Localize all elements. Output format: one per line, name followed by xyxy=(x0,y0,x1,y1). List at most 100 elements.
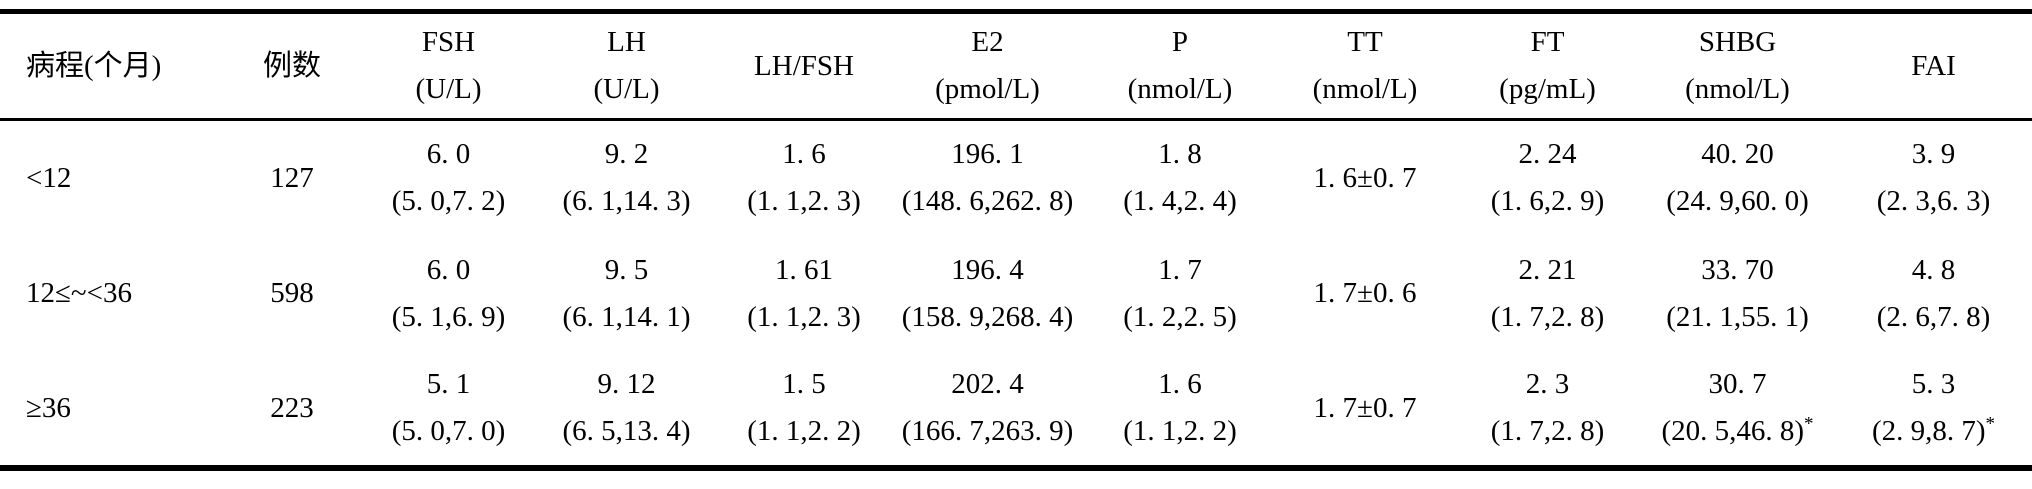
iqr-range-text: (20. 5,46. 8) xyxy=(1661,415,1805,447)
header-row: 病程(个月) 例数 FSH (U/L) LH (U/L) LH/FSH E2 (… xyxy=(0,12,2032,120)
iqr-range: (1. 7,2. 8) xyxy=(1490,415,1605,447)
mean-sd-value: 1. 7±0. 7 xyxy=(1313,391,1417,424)
iqr-range: (2. 6,7. 8) xyxy=(1876,300,1991,333)
cell-cases: 223 xyxy=(222,352,362,468)
hormone-levels-table: 病程(个月) 例数 FSH (U/L) LH (U/L) LH/FSH E2 (… xyxy=(0,9,2032,471)
duration-value: ≥36 xyxy=(26,391,71,424)
iqr-range: (2. 9,8. 7)* xyxy=(1835,408,2032,455)
col-header-p: P (nmol/L) xyxy=(1085,12,1275,120)
iqr-range: (1. 7,2. 8) xyxy=(1490,300,1605,333)
iqr-range: (158. 9,268. 4) xyxy=(901,300,1074,333)
cell-fai: 3. 9 (2. 3,6. 3) xyxy=(1835,120,2032,236)
median-value: 2. 24 xyxy=(1518,138,1577,171)
iqr-range: (5. 1,6. 9) xyxy=(391,300,506,333)
median-value: 30. 7 xyxy=(1708,368,1767,400)
table-body: <12 127 6. 0 (5. 0,7. 2) 9. 2 (6. 1,14. … xyxy=(0,120,2032,468)
col-header-fai: FAI xyxy=(1835,12,2032,120)
col-unit: (nmol/L) xyxy=(1127,73,1233,105)
col-label: SHBG xyxy=(1698,26,1777,58)
iqr-range: (1. 1,2. 3) xyxy=(747,185,861,218)
median-value: 9. 5 xyxy=(604,253,649,286)
col-label: E2 xyxy=(971,26,1004,58)
mean-sd-value: 1. 6±0. 7 xyxy=(1313,161,1417,194)
cell-fsh: 6. 0 (5. 0,7. 2) xyxy=(362,120,535,236)
cell-e2: 196. 1 (148. 6,262. 8) xyxy=(890,120,1085,236)
cell-tt: 1. 6±0. 7 xyxy=(1275,120,1455,236)
col-header-ft: FT (pg/mL) xyxy=(1455,12,1640,120)
iqr-range: (24. 9,60. 0) xyxy=(1666,185,1809,218)
cell-p: 1. 7 (1. 2,2. 5) xyxy=(1085,236,1275,352)
col-header-fsh: FSH (U/L) xyxy=(362,12,535,120)
cell-cases: 598 xyxy=(222,236,362,352)
iqr-range: (1. 1,2. 2) xyxy=(1123,415,1237,447)
cell-p: 1. 6 (1. 1,2. 2) xyxy=(1085,352,1275,468)
cell-p: 1. 8 (1. 4,2. 4) xyxy=(1085,120,1275,236)
col-header-cases: 例数 xyxy=(222,12,362,120)
cases-value: 127 xyxy=(270,161,314,194)
median-value: 5. 3 xyxy=(1911,368,1956,400)
median-value: 1. 61 xyxy=(775,253,833,286)
median-value: 33. 70 xyxy=(1701,253,1774,286)
col-label: TT xyxy=(1347,26,1383,58)
col-label: P xyxy=(1171,26,1189,58)
col-unit: (U/L) xyxy=(415,73,482,105)
iqr-range: (6. 1,14. 3) xyxy=(562,185,691,218)
col-header-lh-fsh-ratio: LH/FSH xyxy=(718,12,890,120)
table-row: 12≤~<36 598 6. 0 (5. 1,6. 9) 9. 5 (6. 1,… xyxy=(0,236,2032,352)
col-header-tt: TT (nmol/L) xyxy=(1275,12,1455,120)
table-row: <12 127 6. 0 (5. 0,7. 2) 9. 2 (6. 1,14. … xyxy=(0,120,2032,236)
iqr-range: (1. 6,2. 9) xyxy=(1490,185,1605,218)
cell-duration: 12≤~<36 xyxy=(0,236,222,352)
iqr-range: (6. 5,13. 4) xyxy=(562,415,691,447)
cell-fai: 4. 8 (2. 6,7. 8) xyxy=(1835,236,2032,352)
cell-ft: 2. 21 (1. 7,2. 8) xyxy=(1455,236,1640,352)
col-label: 病程(个月) xyxy=(26,49,162,82)
median-value: 5. 1 xyxy=(426,368,471,400)
significance-asterisk: * xyxy=(1985,413,1996,435)
iqr-range: (2. 3,6. 3) xyxy=(1876,185,1991,218)
cell-e2: 202. 4 (166. 7,263. 9) xyxy=(890,352,1085,468)
col-unit: (pmol/L) xyxy=(935,73,1040,105)
median-value: 4. 8 xyxy=(1911,253,1956,286)
col-header-duration: 病程(个月) xyxy=(0,12,222,120)
median-value: 1. 6 xyxy=(782,138,826,171)
col-header-shbg: SHBG (nmol/L) xyxy=(1640,12,1835,120)
table-row: ≥36 223 5. 1 (5. 0,7. 0) 9. 12 (6. 5,13.… xyxy=(0,352,2032,468)
cell-lh: 9. 12 (6. 5,13. 4) xyxy=(535,352,718,468)
iqr-range: (148. 6,262. 8) xyxy=(901,185,1074,218)
iqr-range: (5. 0,7. 2) xyxy=(391,185,506,218)
cell-lh-fsh-ratio: 1. 5 (1. 1,2. 2) xyxy=(718,352,890,468)
cell-lh-fsh-ratio: 1. 6 (1. 1,2. 3) xyxy=(718,120,890,236)
iqr-range: (20. 5,46. 8)* xyxy=(1640,408,1835,455)
median-value: 1. 8 xyxy=(1158,138,1202,171)
iqr-range: (1. 2,2. 5) xyxy=(1123,300,1237,333)
median-value: 202. 4 xyxy=(951,368,1024,400)
col-header-e2: E2 (pmol/L) xyxy=(890,12,1085,120)
median-value: 1. 6 xyxy=(1158,368,1202,400)
cell-e2: 196. 4 (158. 9,268. 4) xyxy=(890,236,1085,352)
cell-fsh: 5. 1 (5. 0,7. 0) xyxy=(362,352,535,468)
iqr-range: (166. 7,263. 9) xyxy=(901,415,1074,447)
col-unit: (U/L) xyxy=(593,73,660,105)
median-value: 40. 20 xyxy=(1701,138,1774,171)
cell-lh: 9. 5 (6. 1,14. 1) xyxy=(535,236,718,352)
cell-tt: 1. 7±0. 6 xyxy=(1275,236,1455,352)
median-value: 2. 3 xyxy=(1525,368,1570,400)
cases-value: 223 xyxy=(270,391,314,424)
iqr-range: (6. 1,14. 1) xyxy=(562,300,691,333)
cell-fsh: 6. 0 (5. 1,6. 9) xyxy=(362,236,535,352)
cell-ft: 2. 24 (1. 6,2. 9) xyxy=(1455,120,1640,236)
col-header-lh: LH (U/L) xyxy=(535,12,718,120)
median-value: 9. 2 xyxy=(604,138,649,171)
cell-duration: ≥36 xyxy=(0,352,222,468)
cell-lh-fsh-ratio: 1. 61 (1. 1,2. 3) xyxy=(718,236,890,352)
median-value: 6. 0 xyxy=(426,138,471,171)
cell-cases: 127 xyxy=(222,120,362,236)
median-value: 1. 5 xyxy=(782,368,826,400)
cell-shbg: 33. 70 (21. 1,55. 1) xyxy=(1640,236,1835,352)
cases-value: 598 xyxy=(270,277,314,309)
iqr-range: (5. 0,7. 0) xyxy=(391,415,506,447)
col-label: LH xyxy=(607,26,646,58)
mean-sd-value: 1. 7±0. 6 xyxy=(1313,277,1417,309)
col-label: LH/FSH xyxy=(754,49,854,82)
